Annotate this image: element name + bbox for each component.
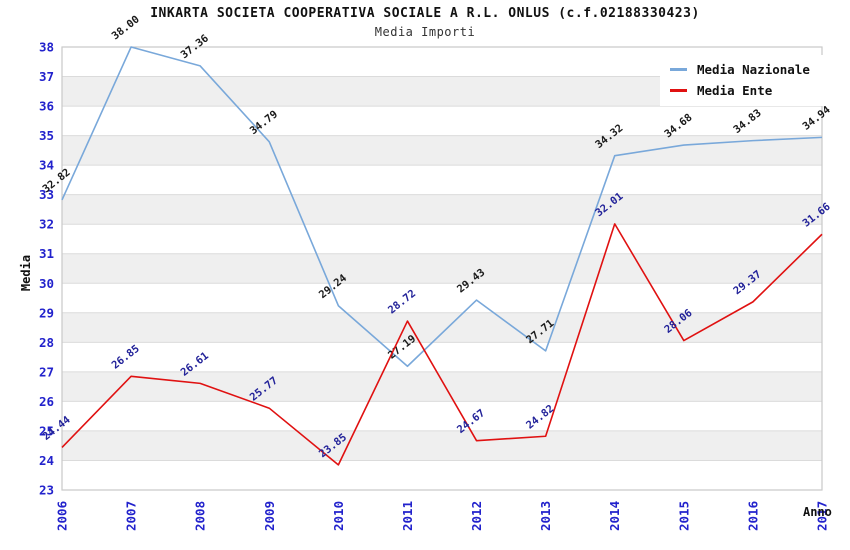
- x-tick-label: 2012: [469, 501, 484, 531]
- plot-band: [62, 371, 822, 402]
- x-tick-label: 2011: [400, 501, 415, 531]
- series-line-nazionale: [61, 46, 823, 368]
- plot-band: [62, 253, 822, 284]
- legend-label-media-ente: Media Ente: [697, 83, 773, 98]
- x-tick-label: 2015: [676, 501, 691, 531]
- x-tick-label: 2013: [538, 501, 553, 531]
- chart-subtitle: Media Importi: [374, 25, 476, 39]
- x-axis-title: Anno: [803, 505, 832, 519]
- chart-title: INKARTA SOCIETA COOPERATIVA SOCIALE A R.…: [150, 6, 700, 21]
- plot-band: [62, 430, 822, 461]
- y-tick-label: 24: [39, 453, 54, 468]
- point-label: 28.72: [386, 288, 418, 317]
- plot-band: [62, 312, 822, 343]
- y-tick-label: 29: [39, 305, 54, 320]
- y-tick-label: 31: [39, 246, 54, 261]
- y-axis-title: Media: [19, 254, 33, 292]
- legend: Media Nazionale Media Ente: [660, 55, 826, 106]
- y-tick-label: 23: [39, 483, 54, 498]
- y-tick-label: 30: [39, 276, 54, 291]
- y-tick-label: 32: [39, 217, 54, 232]
- point-label: 34.94: [800, 104, 832, 133]
- x-tick-label: 2016: [745, 501, 760, 531]
- legend-item-media-nazionale: Media Nazionale: [670, 62, 822, 77]
- legend-label-media-nazionale: Media Nazionale: [697, 62, 810, 77]
- y-tick-label: 36: [39, 99, 54, 114]
- plot-border: [61, 46, 823, 491]
- y-tick-label: 27: [39, 364, 54, 379]
- y-tick-label: 34: [39, 158, 54, 173]
- x-tick-label: 2014: [607, 501, 622, 531]
- point-label: 34.79: [248, 108, 280, 137]
- x-tick-label: 2009: [262, 501, 277, 531]
- plot-band: [62, 135, 822, 166]
- x-tick-label: 2010: [331, 501, 346, 531]
- x-tick-label: 2007: [124, 501, 139, 531]
- y-tick-label: 26: [39, 394, 54, 409]
- x-tick-label: 2006: [55, 501, 70, 531]
- y-tick-label: 33: [39, 187, 54, 202]
- y-tick-label: 38: [39, 40, 54, 55]
- y-tick-label: 25: [39, 423, 54, 438]
- y-tick-label: 35: [39, 128, 54, 143]
- x-tick-label: 2008: [193, 501, 208, 531]
- y-tick-label: 28: [39, 335, 54, 350]
- point-label: 34.83: [731, 107, 763, 136]
- point-label: 38.00: [110, 13, 142, 42]
- plot-band: [62, 194, 822, 225]
- y-tick-label: 37: [39, 69, 54, 84]
- legend-marker-nazionale-icon: [670, 68, 687, 71]
- series-line-ente: [61, 223, 823, 466]
- point-label: 26.85: [110, 343, 142, 372]
- x-tick-label: 2017: [815, 501, 830, 531]
- legend-marker-ente-icon: [670, 89, 687, 92]
- legend-item-media-ente: Media Ente: [670, 83, 822, 98]
